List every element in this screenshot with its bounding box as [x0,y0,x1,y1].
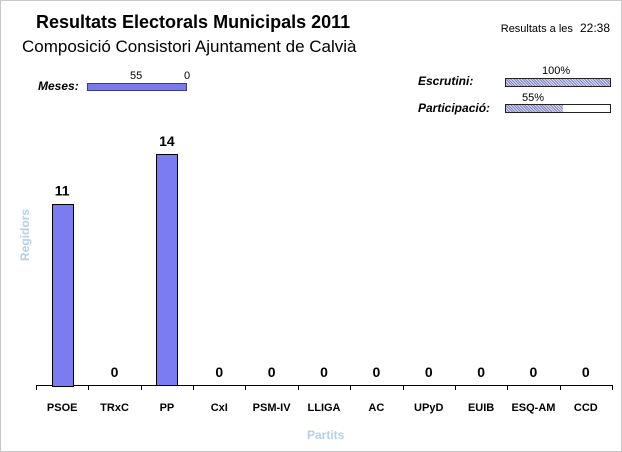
participacio-progress-bar [505,104,611,113]
escrutini-percent: 100% [542,65,571,77]
results-time-label: Resultats a les [500,23,573,35]
meses-label: Meses: [38,79,79,93]
results-time: Resultats a les 22:38 [501,21,610,35]
results-time-value: 22:38 [579,21,610,35]
x-axis-title: Partits [307,428,345,442]
data-label-ac: 0 [372,364,380,380]
meses-bar [87,83,187,91]
data-label-pp: 14 [159,133,175,149]
data-label-upyd: 0 [425,364,433,380]
x-tick-label-cxi: CxI [211,402,228,414]
data-label-esq-am: 0 [530,364,538,380]
escrutini-label: Escrutini: [418,74,474,88]
x-tick-label-euib: EUIB [468,402,494,414]
x-tick-label-esq-am: ESQ-AM [511,402,555,414]
data-label-psm-iv: 0 [268,364,276,380]
meses-left-value: 55 [130,70,143,82]
participacio-progress-fill [506,105,564,112]
participacio-percent: 55% [522,92,545,104]
x-tick-label-trxc: TRxC [100,402,129,414]
escrutini-progress-fill [506,79,610,86]
x-tick-label-ccd: CCD [574,402,598,414]
x-tick-label-upyd: UPyD [414,402,443,414]
escrutini-progress-bar [505,78,611,87]
data-label-trxc: 0 [111,364,119,380]
data-label-euib: 0 [477,364,485,380]
chart-title: Resultats Electorals Municipals 2011 [36,12,351,32]
chart-subtitle: Composició Consistori Ajuntament de Calv… [22,37,357,56]
meses-right-value: 0 [184,70,191,82]
x-tick-label-pp: PP [160,402,175,414]
data-label-lliga: 0 [320,364,328,380]
data-label-ccd: 0 [582,364,590,380]
x-tick-label-ac: AC [368,402,384,414]
x-tick-label-psm-iv: PSM-IV [253,402,292,414]
x-tick-label-psoe: PSOE [47,402,78,414]
bar-pp [156,154,178,386]
data-label-psoe: 11 [55,183,70,199]
participacio-label: Participació: [418,101,491,115]
data-label-cxi: 0 [215,364,223,380]
x-tick-label-lliga: LLIGA [308,402,341,414]
bar-psoe [52,204,74,387]
